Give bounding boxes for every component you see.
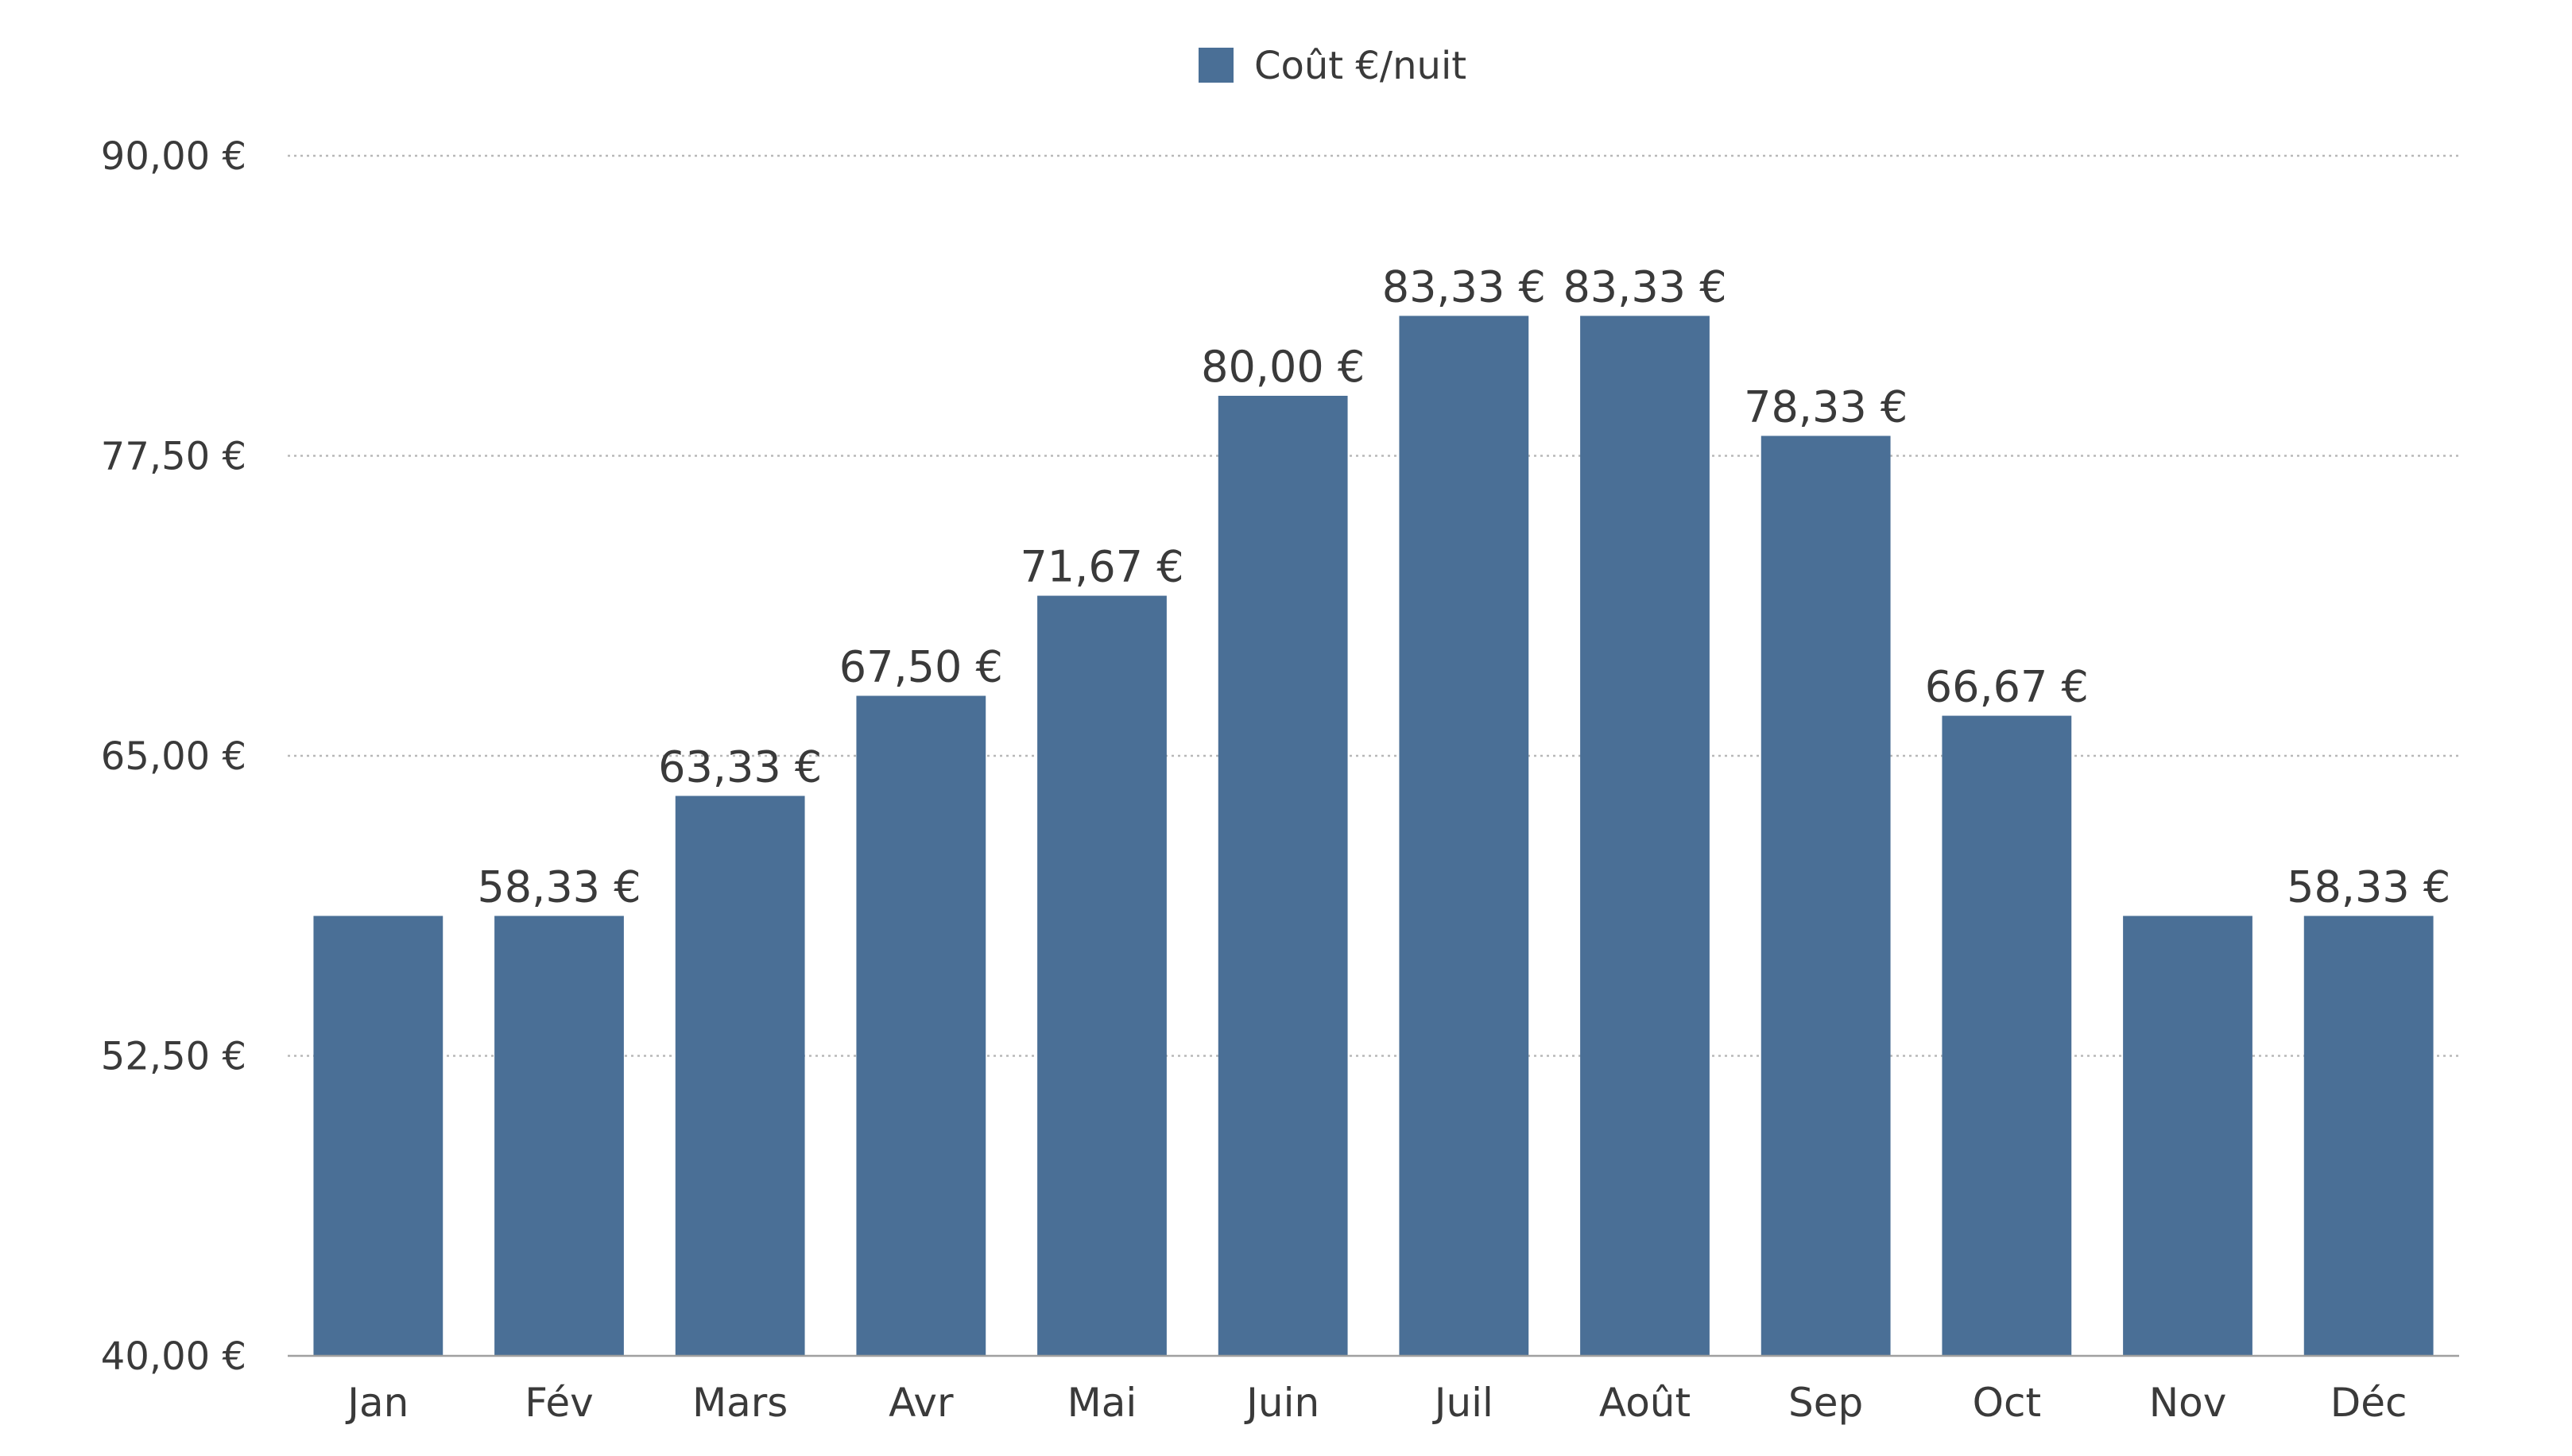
bar-5: [1218, 396, 1348, 1356]
x-category-label-5: Juin: [1244, 1380, 1319, 1426]
bar-6: [1399, 316, 1529, 1357]
y-axis-tick-labels: 40,00 € 52,50 € 65,00 € 77,50 € 90,00 €: [101, 134, 246, 1379]
x-category-label-8: Sep: [1788, 1380, 1863, 1426]
bars: [313, 316, 2434, 1357]
y-tick-label: 40,00 €: [101, 1334, 246, 1379]
data-label-3: 67,50 €: [839, 642, 1003, 692]
x-category-label-6: Juil: [1432, 1380, 1493, 1426]
bar-7: [1580, 316, 1710, 1357]
data-label-5: 80,00 €: [1201, 342, 1365, 392]
y-tick-label: 52,50 €: [101, 1035, 246, 1079]
x-category-label-2: Mars: [692, 1380, 788, 1426]
legend: Coût €/nuit: [1199, 44, 1466, 88]
x-category-label-0: Jan: [345, 1380, 409, 1426]
bar-8: [1761, 436, 1891, 1356]
x-category-label-3: Avr: [889, 1380, 954, 1426]
x-category-label-11: Déc: [2330, 1380, 2407, 1426]
data-label-11: 58,33 €: [2287, 862, 2450, 912]
x-category-label-1: Fév: [525, 1380, 593, 1426]
bar-1: [494, 916, 624, 1356]
data-label-2: 63,33 €: [658, 742, 822, 792]
legend-label: Coût €/nuit: [1254, 44, 1466, 88]
data-label-7: 83,33 €: [1563, 261, 1726, 312]
y-tick-label: 65,00 €: [101, 734, 246, 779]
legend-swatch: [1199, 48, 1234, 83]
data-label-1: 58,33 €: [477, 862, 641, 912]
x-category-label-9: Oct: [1973, 1380, 2041, 1426]
x-category-label-4: Mai: [1067, 1380, 1137, 1426]
bar-0: [313, 916, 444, 1356]
bar-10: [2123, 916, 2252, 1356]
bar-11: [2303, 916, 2434, 1356]
data-label-9: 66,67 €: [1925, 662, 2089, 712]
x-axis-category-labels: Jan Fév Mars Avr Mai Juin Juil Août Sep Oct Nov Déc: [345, 1380, 2407, 1426]
x-category-label-7: Août: [1599, 1380, 1691, 1426]
bar-3: [856, 695, 986, 1356]
y-tick-label: 77,50 €: [101, 435, 246, 479]
data-label-6: 83,33 €: [1382, 261, 1546, 312]
data-label-8: 78,33 €: [1744, 381, 1908, 432]
bar-9: [1942, 715, 2072, 1356]
y-tick-label: 90,00 €: [101, 134, 246, 179]
x-category-label-10: Nov: [2149, 1380, 2227, 1426]
bar-2: [675, 796, 805, 1356]
data-labels: 58,33 € 63,33 € 67,50 € 71,67 € 80,00 € 83,33…: [477, 261, 2450, 912]
bar-4: [1037, 595, 1167, 1356]
data-label-4: 71,67 €: [1020, 542, 1183, 592]
